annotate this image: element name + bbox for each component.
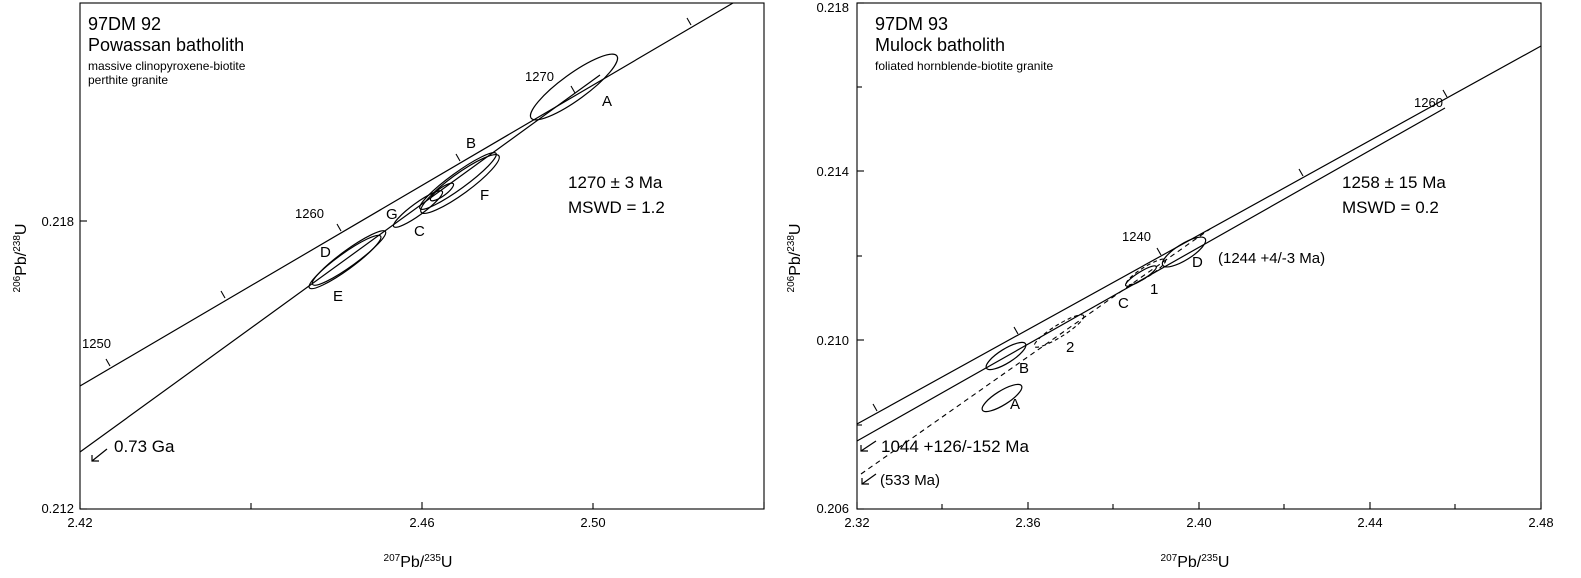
right-x-axis-label: 207Pb/235U [1161,553,1230,571]
right-x-tick-label: 2.44 [1357,515,1382,530]
right-subtitle-line: foliated hornblende-biotite granite [875,59,1053,73]
ellipse-label: G [386,206,398,223]
right-intercept-arrow [860,440,877,452]
ellipse-1 [1125,258,1167,286]
ellipse-B [419,152,497,210]
ellipse-2 [1033,314,1085,348]
left-y-ticks [80,220,87,510]
ellipse-D [1161,236,1207,268]
ellipse-C [1124,265,1158,287]
right-y-tick-label: 0.210 [816,333,849,348]
left-concordia-age-label: 1270 [525,69,554,84]
right-concordia-age-label: 1240 [1122,229,1151,244]
left-y-tick-label: 0.218 [41,214,74,229]
left-ellipses [308,53,619,290]
ellipse-label: 1 [1150,281,1158,298]
left-x-tick-label: 2.46 [409,515,434,530]
ellipse-label: B [466,135,476,152]
right-age-result: 1258 ± 15 Ma [1342,173,1446,192]
right-x-tick-label: 2.36 [1015,515,1040,530]
ellipse-E [308,234,382,290]
left-plot-frame [79,2,765,510]
right-mswd: MSWD = 0.2 [1342,198,1439,217]
left-x-axis-label: 207Pb/235U [384,553,453,571]
ellipse-G [429,182,455,202]
left-y-axis-label: 206Pb/238U [12,224,30,293]
right-lower-intercept-label: 1044 +126/-152 Ma [881,437,1029,456]
right-concordia-line [856,45,1542,425]
right-x-tick-label: 2.32 [844,515,869,530]
right-dashed-intercept-arrow [861,473,877,485]
right-y-tick-label: 0.206 [816,501,849,516]
ellipse-label: B [1019,360,1029,377]
left-discordia-line [79,74,601,453]
ellipse-C [392,190,444,228]
left-x-tick-label: 2.42 [67,515,92,530]
ellipse-A [529,53,619,121]
ellipse-B [985,341,1027,371]
right-x-ticks [856,502,1542,509]
right-y-tick-label: 0.214 [816,164,849,179]
ellipse-label: C [414,223,425,240]
ellipse-label: A [602,93,612,110]
right-intercept-arrowhead [860,445,868,452]
left-concordia-age-ticks [105,17,692,367]
ellipse-label: 2 [1066,339,1074,356]
right-y-axis-label: 206Pb/238U [786,224,804,293]
left-intercept-arrowhead [91,455,99,462]
right-y-ticks [857,2,864,510]
right-dashed-intercept-arrowhead [861,478,869,485]
left-intercept-arrow [91,448,108,462]
ellipse-label: C [1118,295,1129,312]
ellipse-label: E [333,288,343,305]
right-ellipses [981,236,1207,413]
ellipse-A [981,383,1023,413]
ellipse-F [420,154,500,214]
right-x-tick-label: 2.48 [1528,515,1553,530]
ellipse-label: D [1192,254,1203,271]
right-concordia-age-label: 1260 [1414,95,1443,110]
left-lower-intercept-label: 0.73 Ga [114,437,175,456]
right-panel: 2.32 2.36 2.40 2.44 2.48 0.206 0.210 0.2… [786,0,1554,571]
left-concordia-line [79,2,734,387]
left-sample-id: 97DM 92 [88,14,161,34]
left-x-ticks [79,502,765,509]
ellipse-label: F [480,187,489,204]
right-y-tick-label: 0.218 [816,0,849,15]
left-concordia-age-label: 1250 [82,336,111,351]
left-concordia-age-label: 1260 [295,206,324,221]
right-chart-title: Mulock batholith [875,35,1005,55]
right-sample-id: 97DM 93 [875,14,948,34]
left-y-tick-label: 0.212 [41,501,74,516]
left-mswd: MSWD = 1.2 [568,198,665,217]
right-dashed-discordia [860,228,1211,475]
right-dashed-intercept-label: (533 Ma) [880,472,940,489]
right-concordia-age-ticks [872,89,1448,412]
ellipse-label: D [320,244,331,261]
left-x-tick-label: 2.50 [580,515,605,530]
right-upper-intercept-label: (1244 +4/-3 Ma) [1218,250,1325,267]
left-subtitle-line: massive clinopyroxene-biotite [88,59,246,73]
left-subtitle-line: perthite granite [88,73,168,87]
right-x-tick-label: 2.40 [1186,515,1211,530]
left-panel: 2.42 2.46 2.50 0.212 0.218 207Pb/235U 20… [12,2,765,571]
ellipse-label: A [1010,396,1020,413]
left-age-result: 1270 ± 3 Ma [568,173,663,192]
left-chart-title: Powassan batholith [88,35,244,55]
ellipse-D [311,230,387,286]
